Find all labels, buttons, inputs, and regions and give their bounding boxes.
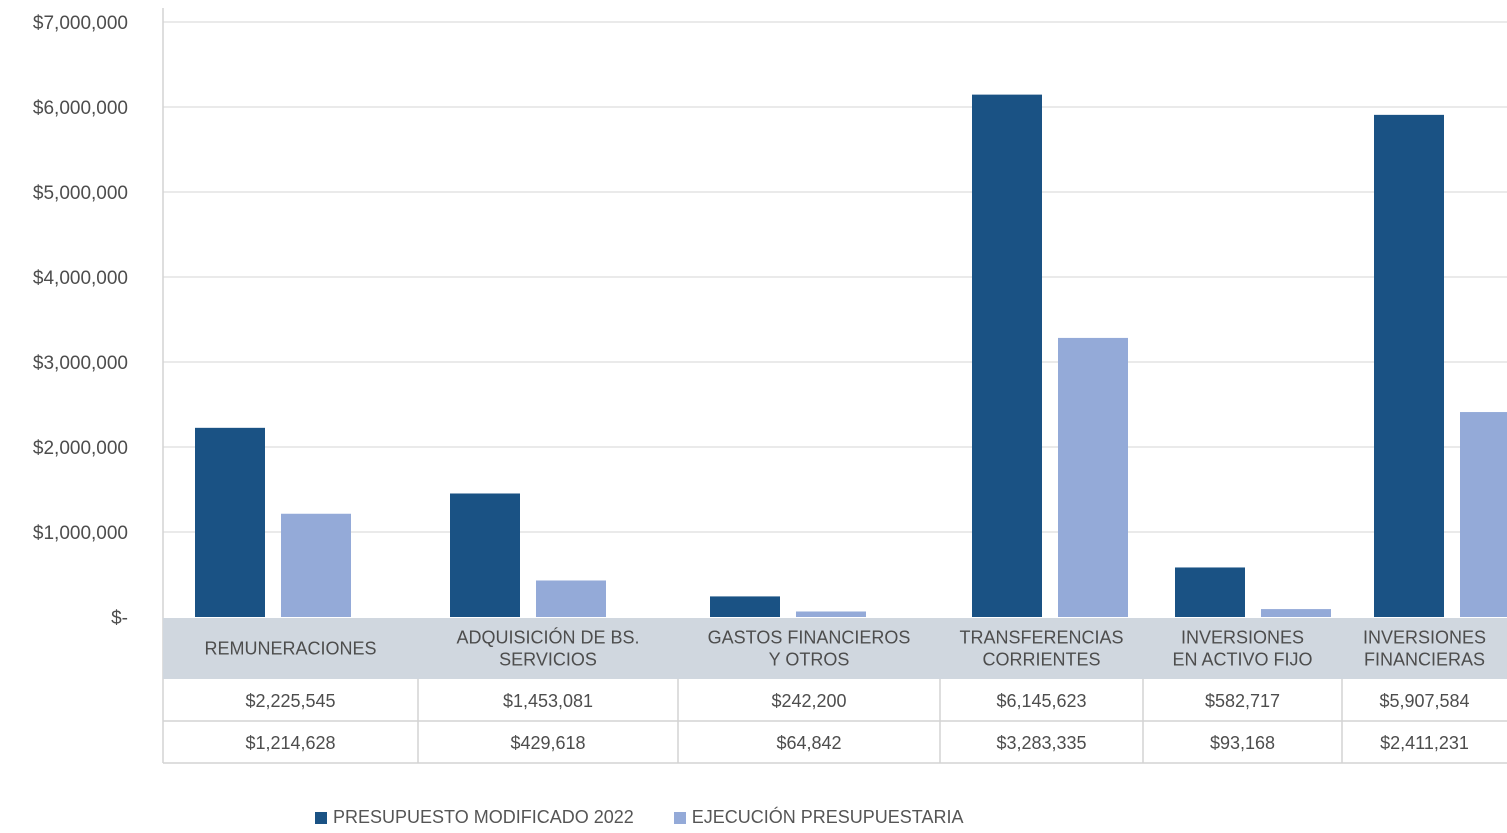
category-label: INVERSIONES — [1363, 628, 1486, 648]
table-cell-value: $2,225,545 — [245, 691, 335, 711]
table-cell-value: $429,618 — [510, 733, 585, 753]
bar — [972, 94, 1042, 617]
legend-swatch-ejecucion — [673, 811, 686, 824]
y-tick-label: $6,000,000 — [33, 98, 128, 119]
category-label: CORRIENTES — [982, 650, 1100, 670]
bar — [536, 580, 606, 617]
legend-label-ejecucion: EJECUCIÓN PRESUPUESTARIA — [691, 807, 964, 827]
table-cell-value: $242,200 — [771, 691, 846, 711]
category-label: ADQUISICIÓN DE BS. — [456, 627, 639, 648]
y-tick-label: $- — [111, 608, 128, 629]
table-cell-value: $5,907,584 — [1379, 691, 1469, 711]
table-cell-value: $6,145,623 — [996, 691, 1086, 711]
bar — [710, 596, 780, 617]
bar — [1175, 567, 1245, 617]
category-label: REMUNERACIONES — [204, 639, 376, 659]
bar — [796, 611, 866, 617]
table-cell-value: $1,214,628 — [245, 733, 335, 753]
table-cell-value: $582,717 — [1205, 691, 1280, 711]
legend-item-ejecucion: EJECUCIÓN PRESUPUESTARIA — [673, 807, 964, 828]
category-label: EN ACTIVO FIJO — [1172, 650, 1312, 670]
bar — [1460, 412, 1507, 617]
y-tick-label: $7,000,000 — [33, 13, 128, 34]
legend-item-presupuesto: PRESUPUESTO MODIFICADO 2022 — [315, 807, 634, 828]
category-label: INVERSIONES — [1181, 628, 1304, 648]
y-tick-label: $4,000,000 — [33, 268, 128, 289]
table-cell-value: $64,842 — [776, 733, 841, 753]
legend-swatch-presupuesto — [315, 811, 327, 824]
category-label: Y OTROS — [769, 650, 850, 670]
y-tick-label: $5,000,000 — [33, 183, 128, 204]
bar — [195, 427, 265, 617]
bar — [281, 513, 351, 617]
y-tick-label: $2,000,000 — [33, 438, 128, 459]
category-label: SERVICIOS — [499, 650, 597, 670]
y-tick-label: $1,000,000 — [33, 523, 128, 544]
bar — [1058, 337, 1128, 617]
category-label: FINANCIERAS — [1364, 650, 1485, 670]
bar — [1261, 609, 1331, 617]
table-cell-value: $2,411,231 — [1380, 733, 1469, 753]
bar — [1374, 114, 1444, 618]
table-cell-value: $93,168 — [1210, 733, 1275, 753]
legend: PRESUPUESTO MODIFICADO 2022 EJECUCIÓN PR… — [315, 807, 963, 828]
table-cell-value: $3,283,335 — [996, 733, 1086, 753]
category-band — [163, 618, 1507, 679]
category-label: GASTOS FINANCIEROS — [708, 628, 911, 648]
bar — [450, 493, 520, 617]
legend-label-presupuesto: PRESUPUESTO MODIFICADO 2022 — [333, 807, 634, 827]
table-cell-value: $1,453,081 — [503, 691, 593, 711]
y-tick-label: $3,000,000 — [33, 353, 128, 374]
category-label: TRANSFERENCIAS — [959, 628, 1123, 648]
